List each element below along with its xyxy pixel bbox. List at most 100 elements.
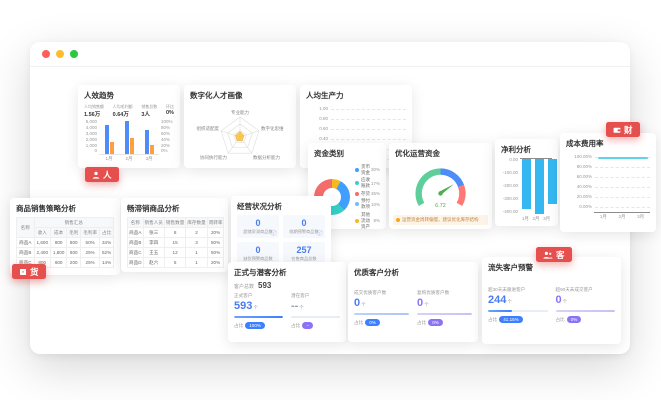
legend-label: 存货 xyxy=(361,190,370,196)
gauge-needle xyxy=(439,184,454,195)
cell: 8 xyxy=(163,227,187,238)
card-title: 资金类别 xyxy=(314,149,344,158)
grouped-bar-chart: 5,000 4,000 3,000 2,000 1,000 0 1月 2月 3月 xyxy=(84,119,174,162)
x-label: 2月 xyxy=(532,216,540,221)
legend-label: 预付款项 xyxy=(361,198,370,209)
x-label: 2月 xyxy=(618,214,626,219)
table-row: 商品D 赵六 5 1 20% xyxy=(127,257,225,268)
stat-column: 成交优质客户数 0个 占比 0% xyxy=(354,290,409,327)
cell: 王五 xyxy=(142,247,165,258)
stat-value: 0 xyxy=(301,218,307,228)
card-title: 流失客户预警 xyxy=(488,263,533,272)
legend-item: 应收账款 17% xyxy=(355,177,380,189)
card-title: 优质客户分析 xyxy=(354,268,399,277)
cell: 25% xyxy=(80,247,101,258)
progress-bar xyxy=(417,313,472,316)
stat-value: 0% xyxy=(165,110,174,116)
card-title: 商品销售策略分析 xyxy=(16,204,76,213)
stat-label: 超储呆滞商品数 xyxy=(243,229,273,234)
y-tick: 80.00% xyxy=(576,163,592,169)
stat-label: 人均销售额 xyxy=(84,104,104,109)
cell: 2,400 xyxy=(33,247,51,258)
stat-value: 0 xyxy=(417,297,424,309)
cell: 25% xyxy=(80,257,101,268)
badge-label: 财 xyxy=(624,124,633,135)
cell: 商品A xyxy=(16,237,35,248)
stat-row: 人均销售额 1.56万 人均毛利额 0.64万 销售总数 3人 环比 0% xyxy=(84,104,174,118)
stat-column: 超30天未跟进客户 244个 占比 41.15% xyxy=(488,287,548,324)
section-badge-people: 人 xyxy=(85,167,119,182)
y-axis-ticks: 5,000 4,000 3,000 2,000 1,000 0 xyxy=(84,119,99,154)
radar-axis-label: 组织适配度 xyxy=(197,125,220,132)
card-title: 正式与潜客分析 xyxy=(234,268,287,277)
ratio-label: 占比 xyxy=(417,319,427,325)
close-button[interactable] xyxy=(42,50,50,58)
ratio-pill: 0% xyxy=(365,319,380,327)
table-row: 商品B 李四 15 3 50% xyxy=(127,237,225,248)
card-people-efficiency: 人效趋势 人均销售额 1.56万 人均毛利额 0.64万 销售总数 3人 环比 0% 5… xyxy=(78,85,180,168)
stat-label: 环比 xyxy=(165,104,174,109)
gauge-value: 6.72 xyxy=(435,203,446,209)
legend-item: 货币资金 30% xyxy=(355,164,380,176)
card-formal-potential: 正式与潜客分析 客户总数 593 正式客户 593个 占比 100% 潜在客户 -… xyxy=(228,262,346,342)
cell: 600 xyxy=(49,257,68,268)
cell: 15 xyxy=(163,237,187,248)
y2-tick: 40% xyxy=(161,136,171,142)
fullscreen-button[interactable] xyxy=(70,50,78,58)
cell: 50% xyxy=(206,247,225,258)
ratio-pill: 100% xyxy=(245,322,265,330)
person-icon xyxy=(92,171,100,179)
y-tick: 5,000 xyxy=(85,119,97,124)
card-title: 优化运营资金 xyxy=(395,149,440,158)
cell: 34% xyxy=(99,237,114,248)
cell: 1 xyxy=(185,257,208,268)
cell: 50% xyxy=(80,237,101,248)
warning-text: 运营资金周转偏慢，建议优化库存结构 xyxy=(402,217,479,222)
cell: 12 xyxy=(163,247,187,258)
ratio-label: 占比 xyxy=(234,322,244,328)
bar xyxy=(522,159,531,209)
y-tick: 0.00% xyxy=(579,203,592,209)
progress-bar xyxy=(555,310,615,313)
y-tick: 4,000 xyxy=(85,124,97,130)
bar xyxy=(548,159,557,204)
bar-group xyxy=(144,130,154,154)
stat-box: 0 临期预警商品数 xyxy=(283,215,325,238)
gauge-warning-note: 运营资金周转偏慢，建议优化库存结构 xyxy=(393,215,488,225)
y2-tick: 0% xyxy=(161,148,168,154)
negative-bar-plot xyxy=(520,158,557,215)
card-title: 数字化人才画像 xyxy=(190,91,243,100)
cell: 52% xyxy=(99,247,114,258)
ratio-pill: 41.15% xyxy=(499,316,523,324)
cell: 200 xyxy=(66,257,82,268)
minimize-button[interactable] xyxy=(56,50,64,58)
table-row: 商品B 2,400 1,800 600 25% 52% xyxy=(16,247,114,258)
badge-label: 货 xyxy=(30,266,39,277)
cell: 5 xyxy=(163,257,187,268)
x-label: 3月 xyxy=(543,216,551,221)
stat-label: 成交优质客户数 xyxy=(354,290,387,295)
y-tick: -400.00 xyxy=(502,208,518,214)
warning-dot-icon xyxy=(396,218,400,222)
bar-group xyxy=(124,121,134,154)
y-tick: 20.00% xyxy=(576,193,592,199)
donut-legend: 货币资金 30% 应收账款 17% 存货 35% 预付款项 10% 其他流动资产 8% xyxy=(355,162,380,231)
cell: 2 xyxy=(185,227,208,238)
stat-value: 257 xyxy=(296,245,312,255)
stat-label: 人均毛利额 xyxy=(112,104,133,109)
stat-value: 0 xyxy=(555,294,562,306)
card-title: 畅滞销商品分析 xyxy=(127,204,180,213)
y2-axis-ticks: 100% 80% 60% 40% 20% 0% xyxy=(159,119,174,154)
stat-value: 0 xyxy=(255,245,261,255)
cell: 20% xyxy=(206,257,225,268)
stat-unit: 个 xyxy=(361,302,366,307)
stat-value: 0 xyxy=(354,297,361,309)
col-header: 毛利率 xyxy=(80,227,101,238)
section-badge-customer: 客 xyxy=(536,247,572,262)
cell: 赵六 xyxy=(142,257,165,268)
progress-bar xyxy=(291,316,340,319)
table-row: 商品C 800 600 200 25% 14% xyxy=(16,257,114,268)
x-label: 3月 xyxy=(145,156,153,161)
stat-label: 潜在客户 xyxy=(291,293,310,298)
card-cost-expense-ratio: 成本费用率 100.00% 80.00% 60.00% 40.00% 20.00… xyxy=(560,133,656,232)
